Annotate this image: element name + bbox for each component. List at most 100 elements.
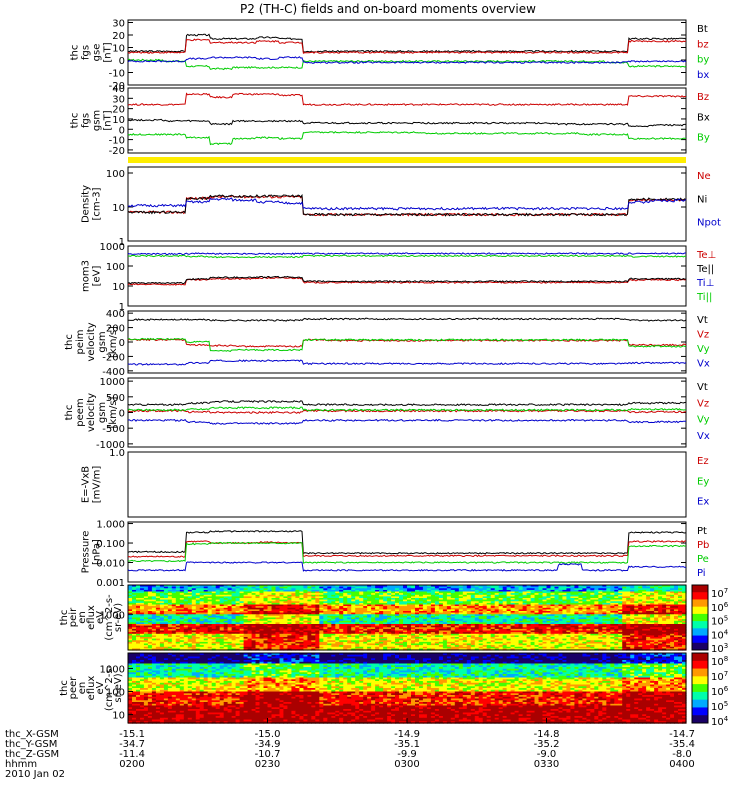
spectrogram-cell [530,633,536,636]
spectrogram-cell [554,620,560,623]
spectrogram-cell [678,619,683,622]
spectrogram-cell [470,628,476,632]
spectrogram-cell [235,617,241,620]
spectrogram-cell [598,604,603,607]
spectrogram-cell [606,589,611,593]
spectrogram-cell [442,593,448,596]
spectrogram-cell [550,632,556,635]
spectrogram-cell [403,633,408,636]
spectrogram-cell [674,622,679,625]
spectrogram-cell [247,607,253,610]
spectrogram-cell [175,611,181,614]
spectrogram-cell [430,622,436,625]
spectrogram-cell [430,625,436,628]
spectrogram-cell [626,599,631,602]
spectrogram-cell [323,624,328,627]
spectrogram-cell [391,622,396,625]
spectrogram-cell [128,622,133,625]
spectrogram-cell [395,619,400,622]
spectrogram-cell [558,607,564,610]
spectrogram-cell [128,591,133,594]
spectrogram-cell [351,633,356,636]
spectrogram-cell [522,628,528,632]
spectrogram-cell [239,611,245,614]
spectrogram-cell [132,615,137,619]
spectrogram-cell [383,604,388,607]
spectrogram-cell [430,596,436,599]
spectrogram-cell [375,589,380,593]
spectrogram-cell [470,601,476,604]
spectrogram-cell [450,630,456,633]
spectrogram-cell [163,624,169,627]
spectrogram-cell [143,611,149,614]
spectrogram-cell [347,589,352,593]
spectrogram-cell [191,625,197,628]
spectrogram-cell [335,589,340,593]
spectrogram-cell [191,607,197,610]
spectrogram-cell [562,598,567,601]
spectrogram-cell [347,638,352,641]
spectrogram-cell [662,589,667,593]
spectrogram-cell [347,627,352,630]
spectrogram-cell [438,630,444,633]
spectrogram-cell [602,612,607,615]
spectrogram-cell [295,609,300,612]
spectrogram-cell [203,614,209,617]
spectrogram-cell [522,596,528,599]
spectrogram-cell [618,594,623,597]
spectrogram-cell [343,586,348,589]
spectrogram-cell [662,615,667,619]
spectrogram-cell [422,638,428,641]
spectrogram-cell [271,614,277,617]
spectrogram-cell [311,606,316,609]
spectrogram-cell [255,635,261,638]
spectrogram-cell [538,637,544,640]
spectrogram-cell [287,594,292,597]
spectrogram-cell [546,602,552,606]
spectrogram-cell [187,601,193,604]
spectrogram-cell [542,630,548,633]
y-axis-label: fgs [81,113,92,128]
spectrogram-cell [482,624,488,627]
spectrogram-cell [626,606,631,609]
spectrogram-cell [295,591,300,594]
spectrogram-cell [199,604,205,607]
spectrogram-cell [387,606,392,609]
spectrogram-cell [199,593,205,596]
spectrogram-cell [482,586,488,589]
spectrogram-cell [327,604,332,607]
spectrogram-cell [335,625,340,628]
spectrogram-cell [279,619,285,622]
spectrogram-cell [355,624,360,627]
spectrogram-cell [259,612,265,615]
spectrogram-cell [247,635,253,638]
spectrogram-cell [562,593,567,596]
spectrogram-cell [191,604,197,607]
spectrogram-cell [151,635,157,638]
spectrogram-cell [638,619,643,622]
spectrogram-cell [426,612,432,615]
spectrogram-cell [291,586,296,589]
spectrogram-cell [355,628,360,632]
spectrogram-cell [307,589,312,593]
spectrogram-cell [586,632,591,635]
spectrogram-cell [179,637,185,640]
spectrogram-cell [674,637,679,640]
spectrogram-cell [351,632,356,635]
spectrogram-cell [167,633,173,636]
spectrogram-cell [618,601,623,604]
spectrogram-cell [203,596,209,599]
spectrogram-cell [335,627,340,630]
spectrogram-cell [602,586,607,589]
spectrogram-cell [538,615,544,619]
spectrogram-cell [303,611,308,614]
spectrogram-cell [546,611,552,614]
spectrogram-cell [407,633,412,636]
spectrogram-cell [411,585,416,588]
spectrogram-cell [383,611,388,614]
spectrogram-cell [128,633,133,636]
spectrogram-cell [674,586,679,589]
spectrogram-cell [171,596,177,599]
spectrogram-cell [303,591,308,594]
spectrogram-cell [434,638,440,641]
